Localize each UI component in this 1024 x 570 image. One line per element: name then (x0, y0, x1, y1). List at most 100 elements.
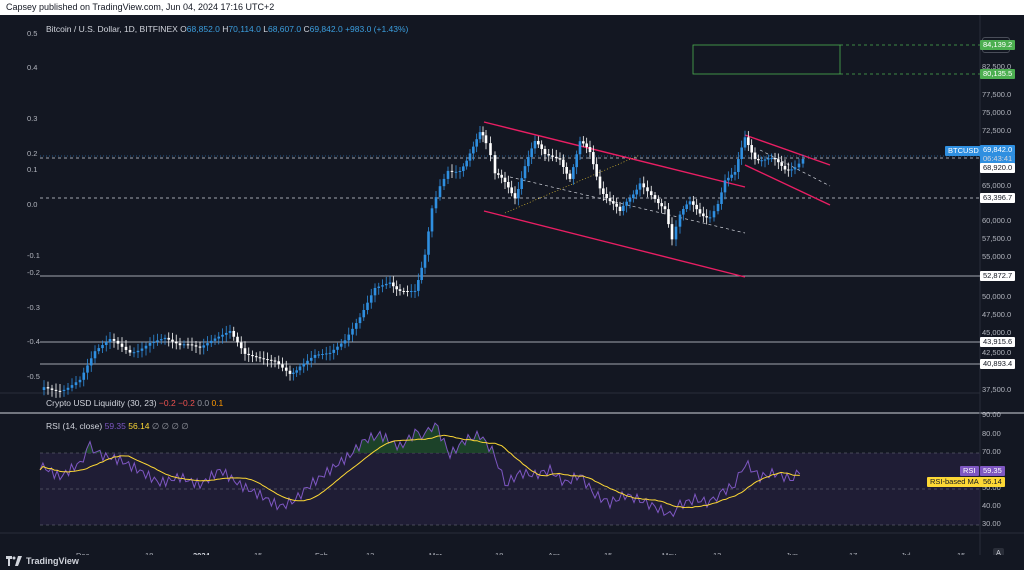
legend-low: 68,607.0 (267, 24, 302, 34)
candle-body (273, 360, 277, 362)
tradingview-logo[interactable]: TradingView (6, 556, 79, 566)
candle-body (753, 152, 757, 159)
candle-body (537, 141, 540, 145)
auto-scale-button[interactable]: A (993, 548, 1004, 559)
candle-body (632, 194, 635, 199)
tradingview-brand: TradingView (26, 556, 79, 566)
tag-43915: 43,915.6 (980, 337, 1016, 347)
legend-high-label: H (222, 24, 229, 34)
candle-body (723, 180, 727, 193)
candle-body (625, 201, 628, 206)
candle-body (801, 158, 805, 164)
candle-body (527, 157, 530, 167)
rsi-axis-label: 70.00 (982, 447, 1001, 456)
candle-body (74, 382, 78, 386)
left-axis-label: 0.1 (27, 165, 38, 174)
candle-body (420, 267, 423, 281)
candle-body (288, 370, 292, 374)
candle-body (388, 282, 392, 284)
candle-body (82, 372, 86, 380)
candle-body (313, 354, 317, 358)
candle-body (674, 226, 678, 240)
candle-body (104, 342, 108, 346)
legend-close-label: C (303, 24, 310, 34)
candle-body (663, 206, 667, 210)
candle-body (572, 167, 575, 179)
rsi-axis-label: 80.00 (982, 429, 1001, 438)
candle-body (500, 174, 503, 178)
legend-low-label: L (263, 24, 268, 34)
candle-body (493, 155, 497, 174)
candle-body (392, 282, 395, 287)
price-axis-label: 37,500.0 (982, 385, 1012, 394)
candle-body (695, 204, 698, 210)
candle-body (646, 187, 649, 192)
candle-body (622, 205, 625, 212)
candle-body (284, 367, 288, 371)
liquidity-legend[interactable]: Crypto USD Liquidity (30, 23) −0.2 −0.2 … (46, 398, 223, 408)
candle-body (159, 339, 163, 341)
candle-body (727, 177, 730, 181)
target-zone-box[interactable] (692, 44, 841, 75)
rsi-legend[interactable]: RSI (14, close) 59.35 56.14 ∅ ∅ ∅ ∅ (46, 421, 189, 432)
candle-body (740, 147, 743, 160)
candle-body (517, 188, 520, 199)
candle-body (520, 178, 523, 189)
tag-52872: 52,872.7 (980, 271, 1016, 281)
candle-body (163, 337, 167, 340)
candle-body (398, 289, 402, 291)
tag-63396: 63,396.7 (980, 193, 1016, 203)
candle-body (698, 209, 702, 214)
candle-body (533, 141, 537, 149)
candle-body (144, 345, 148, 349)
candle-body (503, 177, 507, 183)
symbol-tag: BTCUSD (945, 146, 982, 156)
channel-upper-line[interactable] (483, 121, 746, 188)
candle-body (702, 213, 705, 217)
candle-body (565, 166, 568, 174)
candle-body (489, 143, 492, 156)
candle-body (777, 159, 780, 163)
candle-body (362, 309, 366, 318)
candle-body (547, 154, 551, 156)
rsi-tag-value: 59.35 (980, 466, 1005, 476)
countdown-tag: 06:43:41 (980, 154, 1016, 164)
candle-body (678, 214, 682, 227)
candle-body (670, 224, 674, 240)
candle-body (472, 146, 475, 154)
candle-body (653, 195, 657, 199)
candle-body (513, 193, 517, 199)
candle-body (178, 343, 182, 346)
flag-upper-line[interactable] (744, 134, 831, 166)
candle-body (783, 165, 787, 170)
candle-body (50, 388, 54, 390)
symbol-legend[interactable]: Bitcoin / U.S. Dollar, 1D, BITFINEX O68,… (46, 24, 408, 34)
legend-open-label: O (180, 24, 187, 34)
dotted-trend-line (504, 154, 641, 214)
candle-body (190, 344, 194, 346)
chart-area[interactable]: Bitcoin / U.S. Dollar, 1D, BITFINEX O68,… (0, 15, 1024, 560)
candle-body (417, 280, 420, 291)
liquidity-name: Crypto USD Liquidity (30, 23) (46, 398, 157, 408)
candle-body (209, 340, 213, 344)
candle-body (58, 390, 62, 392)
candle-body (685, 204, 688, 210)
candle-body (413, 290, 417, 292)
candle-body (251, 355, 254, 357)
rsi-ma-line[interactable] (39, 434, 800, 509)
candle-body (642, 183, 646, 188)
candle-body (446, 170, 450, 179)
candle-body (254, 356, 258, 358)
candle-body (228, 330, 232, 333)
candle-body (116, 340, 120, 344)
candle-body (86, 365, 89, 373)
chart-canvas[interactable] (0, 15, 1024, 555)
channel-lower-line[interactable] (483, 210, 746, 278)
left-axis-label: 0.0 (27, 200, 38, 209)
flag-lower-line[interactable] (744, 164, 831, 206)
price-axis-label: 42,500.0 (982, 348, 1012, 357)
rsi-axis-label: 90.00 (982, 410, 1001, 419)
candle-body (409, 290, 413, 292)
candle-body (716, 203, 720, 212)
rsi-line[interactable] (39, 422, 801, 518)
